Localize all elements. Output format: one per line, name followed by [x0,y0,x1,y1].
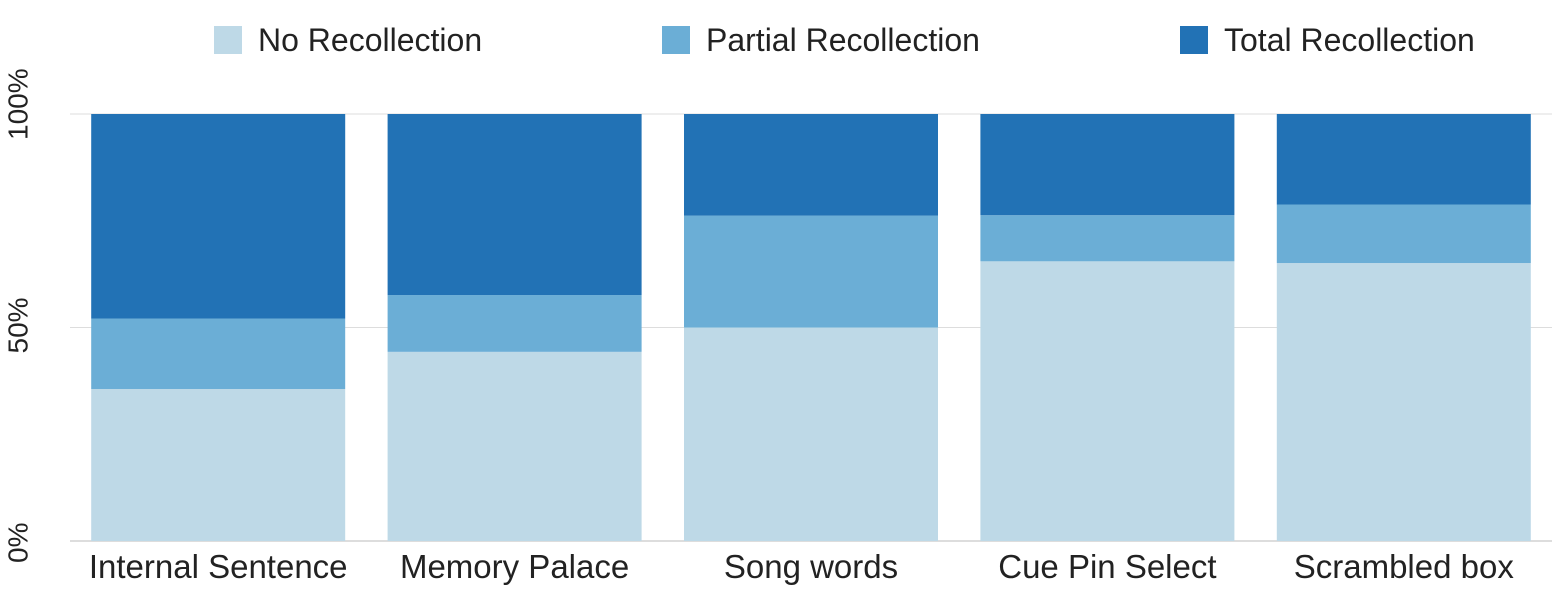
legend-label: Partial Recollection [706,22,980,58]
y-tick-label: 50% [3,297,34,353]
bar-segment-total-recollection [91,114,346,319]
x-category-label: Internal Sentence [89,548,348,585]
legend-label: No Recollection [258,22,482,58]
y-tick-label: 100% [3,68,34,140]
bar-segment-partial-recollection [684,215,938,328]
bar-segment-partial-recollection [1276,204,1531,264]
bar-segment-no-recollection [684,327,938,541]
bar-segment-total-recollection [387,114,642,296]
bar-segment-partial-recollection [387,295,642,352]
bar-segment-total-recollection [980,114,1235,216]
legend-label: Total Recollection [1224,22,1475,58]
x-category-label: Memory Palace [400,548,629,585]
bar-segment-partial-recollection [980,215,1235,262]
y-tick-label: 0% [3,523,34,563]
legend-swatch [214,26,242,54]
legend-swatch [662,26,690,54]
legend: No Recollection Partial Recollection Total… [214,22,1475,58]
y-axis-tick-labels: 0% 50% 100% [3,68,34,563]
bar-segment-no-recollection [980,261,1235,541]
legend-swatch [1180,26,1208,54]
bar-segment-partial-recollection [91,318,346,389]
x-category-label: Scrambled box [1294,548,1515,585]
bars [91,114,1531,541]
bar-segment-total-recollection [1276,114,1531,205]
bar-segment-no-recollection [1276,263,1531,541]
x-category-label: Song words [724,548,898,585]
bar-segment-no-recollection [91,388,346,541]
bar-segment-total-recollection [684,114,938,216]
x-category-label: Cue Pin Select [998,548,1216,585]
bar-segment-no-recollection [387,351,642,541]
x-axis-category-labels: Internal Sentence Memory Palace Song words… [89,548,1514,585]
